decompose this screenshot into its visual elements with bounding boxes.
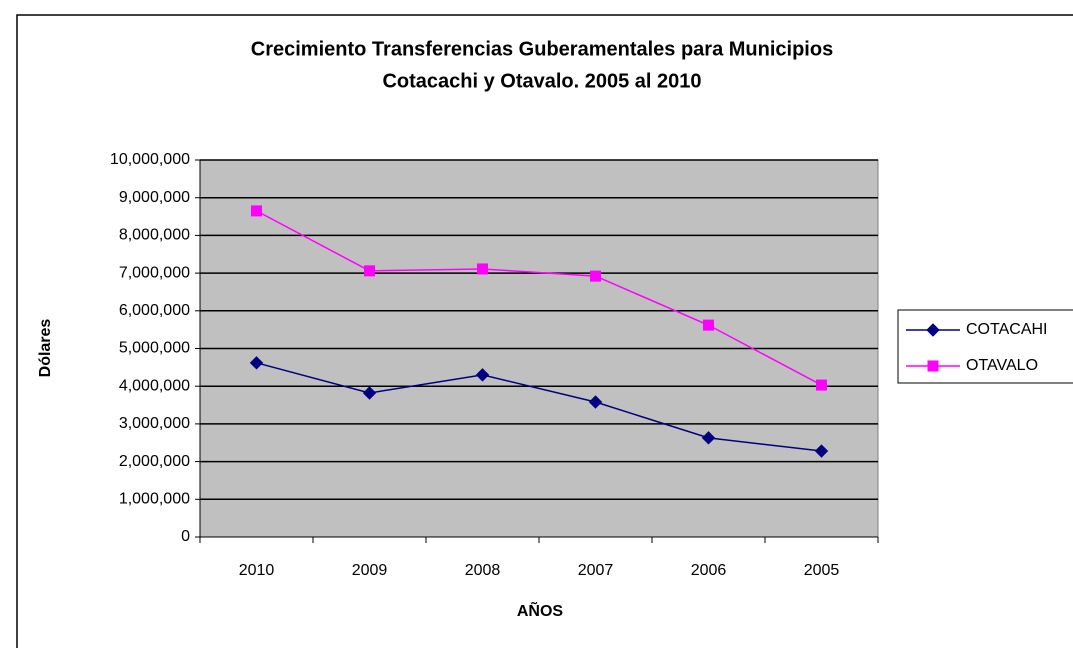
y-tick-label: 7,000,000	[119, 264, 190, 281]
data-point	[362, 386, 377, 400]
series-line	[256, 362, 822, 452]
y-tick-label: 4,000,000	[119, 377, 190, 394]
x-axis-title: AÑOS	[517, 600, 564, 620]
series-line	[256, 210, 822, 386]
x-tick-label: 2006	[691, 562, 727, 579]
data-point	[590, 270, 601, 282]
data-point	[701, 431, 716, 445]
x-tick-label: 2008	[465, 562, 501, 579]
data-point	[251, 205, 262, 217]
x-tick-label: 2007	[578, 562, 614, 579]
x-tick-label: 2010	[239, 562, 275, 579]
legend-marker	[927, 360, 939, 372]
chart-title: Cotacachi y Otavalo. 2005 al 2010	[382, 70, 701, 92]
data-point	[703, 319, 714, 331]
y-tick-label: 6,000,000	[119, 302, 190, 319]
legend-label: COTACAHI	[966, 321, 1047, 338]
y-tick-label: 0	[181, 528, 190, 545]
data-point	[477, 263, 488, 275]
chart-title: Crecimiento Transferencias Guberamentale…	[251, 38, 833, 60]
legend-label: OTAVALO	[966, 357, 1038, 374]
y-tick-label: 3,000,000	[119, 415, 190, 432]
y-tick-label: 5,000,000	[119, 340, 190, 357]
y-tick-label: 2,000,000	[119, 453, 190, 470]
data-point	[249, 356, 264, 370]
data-point	[588, 395, 603, 409]
y-axis-title: Dólares	[37, 319, 54, 378]
y-tick-label: 8,000,000	[119, 227, 190, 244]
y-tick-label: 9,000,000	[119, 189, 190, 206]
x-tick-label: 2009	[352, 562, 388, 579]
data-point	[475, 368, 490, 382]
y-tick-label: 10,000,000	[110, 151, 190, 168]
legend-marker	[926, 323, 940, 337]
x-tick-label: 2005	[804, 562, 840, 579]
data-point	[814, 444, 829, 458]
data-point	[816, 379, 827, 391]
y-tick-label: 1,000,000	[119, 491, 190, 508]
data-point	[364, 265, 375, 277]
legend-box	[897, 309, 1073, 384]
